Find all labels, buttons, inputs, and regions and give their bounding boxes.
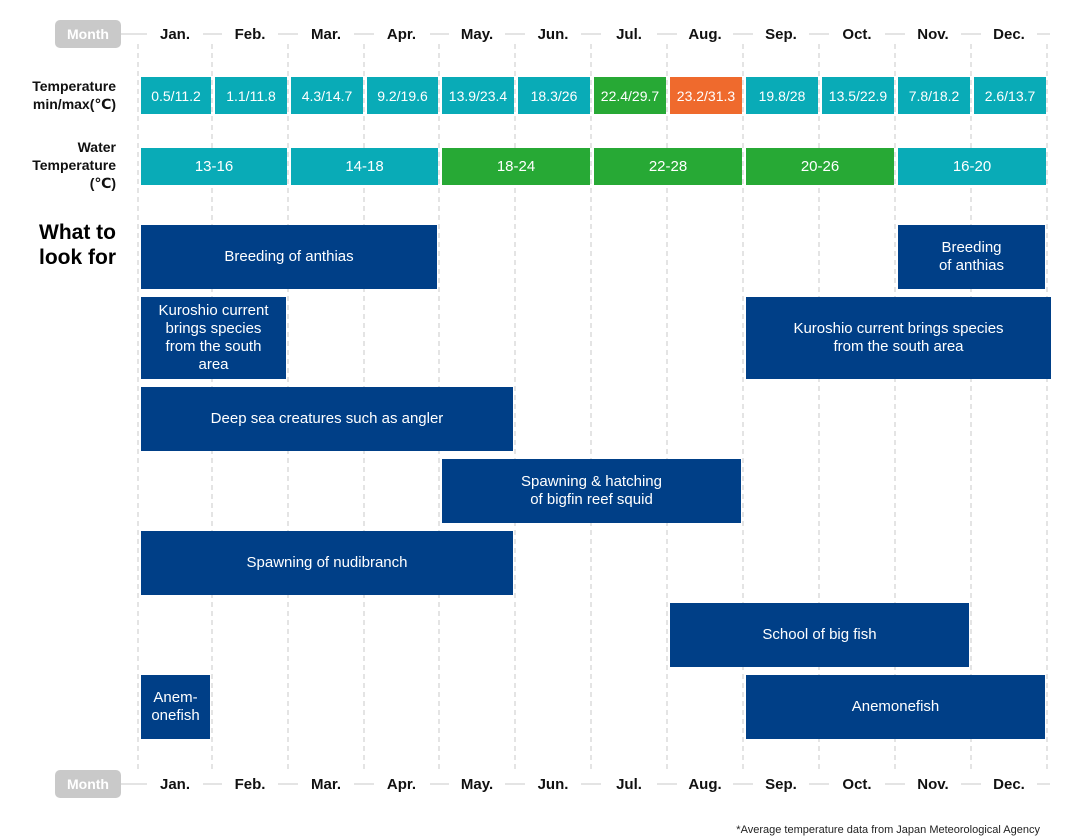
look-for-bar-line: of bigfin reef squid <box>530 491 653 508</box>
look-for-bar-kuroshio-current-brings-species-from-the-south-area-9-12: Kuroshio current brings species from the … <box>746 297 1051 379</box>
temperature-row-label: Temperature min/max(℃) <box>0 77 116 113</box>
look-for-bar-line: Anem- <box>153 689 198 706</box>
look-for-bar-spawning-hatching-of-bigfin-reef-squid-5-8: Spawning & hatching of bigfin reef squid <box>442 459 741 523</box>
month-label-may-bottom: May. <box>449 773 505 795</box>
month-label-jul-bottom: Jul. <box>601 773 657 795</box>
look-for-bar-text: Anem-onefish <box>151 689 199 725</box>
look-for-bar-line: onefish <box>151 707 200 724</box>
temperature-cell-oct: 13.5/22.9 <box>822 77 894 114</box>
month-label-jan-top: Jan. <box>147 23 203 45</box>
look-for-bar-line: Anemonefish <box>851 698 940 715</box>
look-for-bar-line: brings species <box>165 320 262 337</box>
month-label-sep-top: Sep. <box>753 23 809 45</box>
look-for-bar-line: Kuroshio current brings species <box>793 320 1004 337</box>
water-temperature-segment-9-10: 20-26 <box>746 148 894 185</box>
temperature-cell-feb: 1.1/11.8 <box>215 77 287 114</box>
look-label-line2: look for <box>39 246 116 269</box>
look-for-bar-school-of-big-fish-8-11: School of big fish <box>670 603 969 667</box>
look-for-bar-text: Kuroshio current brings species from the … <box>793 320 1003 356</box>
look-for-bar-line: Deep sea creatures such as angler <box>210 410 444 427</box>
water-label-line1: Water <box>77 139 116 155</box>
temperature-cell-nov: 7.8/18.2 <box>898 77 970 114</box>
look-for-bar-line: of anthias <box>938 257 1005 274</box>
temperature-label-line2: min/max(℃) <box>32 96 116 112</box>
look-for-bar-anem-onefish-1-1: Anem-onefish <box>141 675 210 739</box>
look-for-bar-line: from the south area <box>833 338 964 355</box>
look-for-bar-deep-sea-creatures-such-as-angler-1-5: Deep sea creatures such as angler <box>141 387 513 451</box>
water-temperature-segment-3-4: 14-18 <box>291 148 438 185</box>
month-label-jun-bottom: Jun. <box>525 773 581 795</box>
water-temperature-segment-7-8: 22-28 <box>594 148 742 185</box>
look-for-bar-line: Spawning & hatching <box>521 473 662 490</box>
water-temperature-segment-11-12: 16-20 <box>898 148 1046 185</box>
temperature-cell-mar: 4.3/14.7 <box>291 77 363 114</box>
look-for-bar-spawning-of-nudibranch-1-5: Spawning of nudibranch <box>141 531 513 595</box>
month-label-jan-bottom: Jan. <box>147 773 203 795</box>
temperature-cell-aug: 23.2/31.3 <box>670 77 742 114</box>
month-label-dec-bottom: Dec. <box>981 773 1037 795</box>
look-for-bar-text: Spawning & hatching of bigfin reef squid <box>521 473 662 509</box>
month-label-mar-top: Mar. <box>298 23 354 45</box>
look-for-bar-line: area <box>198 356 229 373</box>
month-label-oct-bottom: Oct. <box>829 773 885 795</box>
look-for-bar-line: Breeding of anthias <box>224 248 354 265</box>
look-for-bar-text: Spawning of nudibranch <box>247 554 408 572</box>
water-label-line3: (℃) <box>89 175 116 191</box>
look-for-bar-line: Kuroshio current <box>158 302 269 319</box>
look-for-bar-line: School of big fish <box>762 626 877 643</box>
look-label-line1: What to <box>39 221 116 244</box>
look-for-bar-anemonefish-9-12: Anemonefish <box>746 675 1045 739</box>
look-for-bar-text: Deep sea creatures such as angler <box>211 410 444 428</box>
month-badge-bottom: Month <box>55 770 121 798</box>
look-for-bar-text: Kuroshio current brings species from the s… <box>158 302 268 374</box>
what-to-look-for-label: What to look for <box>0 220 116 270</box>
month-label-aug-top: Aug. <box>677 23 733 45</box>
month-label-may-top: May. <box>449 23 505 45</box>
temperature-cell-dec: 2.6/13.7 <box>974 77 1046 114</box>
water-temperature-segment-1-2: 13-16 <box>141 148 287 185</box>
look-for-bar-text: School of big fish <box>762 626 876 644</box>
look-for-bar-text: Breeding of anthias <box>939 239 1004 275</box>
month-label-feb-top: Feb. <box>222 23 278 45</box>
look-for-bar-breeding-of-anthias-11-12: Breeding of anthias <box>898 225 1045 289</box>
month-label-feb-bottom: Feb. <box>222 773 278 795</box>
month-label-nov-top: Nov. <box>905 23 961 45</box>
month-label-jun-top: Jun. <box>525 23 581 45</box>
temperature-cell-sep: 19.8/28 <box>746 77 818 114</box>
month-label-aug-bottom: Aug. <box>677 773 733 795</box>
month-label-oct-top: Oct. <box>829 23 885 45</box>
temperature-cell-jun: 18.3/26 <box>518 77 590 114</box>
water-temperature-row-label: Water Temperature (℃) <box>0 138 116 192</box>
temperature-cell-jan: 0.5/11.2 <box>141 77 211 114</box>
temperature-label-line1: Temperature <box>32 78 116 94</box>
water-temperature-segment-5-6: 18-24 <box>442 148 590 185</box>
month-label-nov-bottom: Nov. <box>905 773 961 795</box>
month-label-dec-top: Dec. <box>981 23 1037 45</box>
look-for-bar-kuroshio-current-brings-species-from-the-south-area-1-2: Kuroshio current brings species from the s… <box>141 297 286 379</box>
look-for-bar-text: Anemonefish <box>852 698 940 716</box>
month-badge-top: Month <box>55 20 121 48</box>
month-label-sep-bottom: Sep. <box>753 773 809 795</box>
look-for-bar-line: from the south <box>165 338 262 355</box>
footnote: *Average temperature data from Japan Met… <box>736 824 1040 836</box>
look-for-bar-breeding-of-anthias-1-4: Breeding of anthias <box>141 225 437 289</box>
look-for-bar-text: Breeding of anthias <box>224 248 353 266</box>
temperature-cell-jul: 22.4/29.7 <box>594 77 666 114</box>
month-label-apr-bottom: Apr. <box>373 773 430 795</box>
month-label-jul-top: Jul. <box>601 23 657 45</box>
temperature-cell-apr: 9.2/19.6 <box>367 77 438 114</box>
temperature-cell-may: 13.9/23.4 <box>442 77 514 114</box>
month-label-mar-bottom: Mar. <box>298 773 354 795</box>
water-label-line2: Temperature <box>32 157 116 173</box>
month-label-apr-top: Apr. <box>373 23 430 45</box>
look-for-bar-line: Spawning of nudibranch <box>246 554 408 571</box>
look-for-bar-line: Breeding <box>941 239 1002 256</box>
